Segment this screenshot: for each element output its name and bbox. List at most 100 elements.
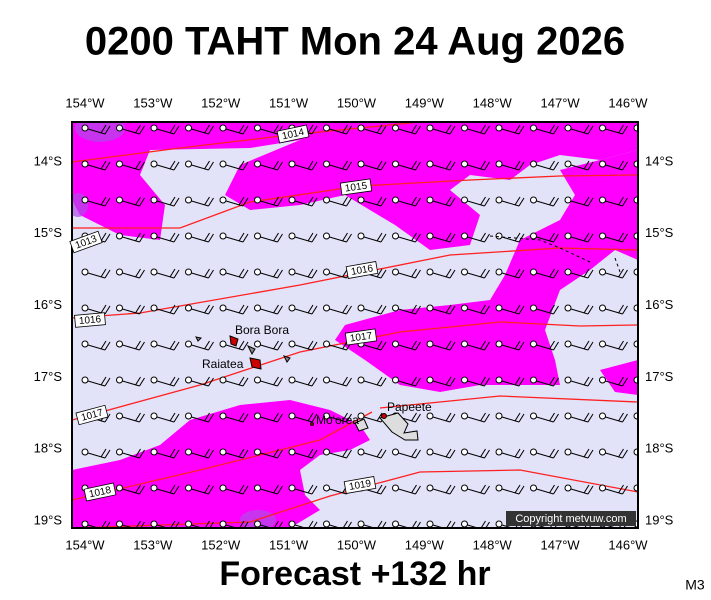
barb-staff [398, 488, 416, 495]
barb-feather [307, 196, 314, 206]
barb-feather [105, 521, 111, 528]
barb-feather [173, 125, 180, 135]
barb-feather [449, 341, 456, 351]
barb-feather [618, 196, 624, 206]
barb-feather [587, 449, 594, 459]
barb-feather [415, 161, 421, 171]
barb-feather [553, 449, 559, 459]
barb-station [185, 160, 192, 168]
barb-staff [605, 200, 623, 207]
barb-station [185, 196, 192, 204]
wind-barb [426, 484, 456, 495]
barb-feather [549, 376, 555, 386]
barb-staff [87, 272, 106, 279]
barb-staff [536, 488, 554, 495]
wind-barb [357, 304, 387, 315]
barb-feather [311, 233, 318, 243]
wind-barb [357, 160, 387, 171]
barb-feather [484, 485, 490, 495]
barb-feather [583, 232, 590, 242]
wind-barb [564, 160, 594, 171]
wind-barb [495, 376, 525, 387]
wind-barb [219, 124, 249, 135]
barb-feather [273, 412, 279, 422]
barb-station [530, 160, 537, 168]
barb-staff [294, 416, 313, 423]
barb-station [219, 160, 227, 168]
barb-station [288, 448, 296, 456]
barb-feather [376, 340, 383, 350]
barb-feather [445, 340, 452, 350]
barb-staff [432, 236, 451, 243]
barb-staff [570, 488, 589, 495]
barb-station [426, 268, 434, 276]
wind-barb [185, 304, 214, 315]
wind-barb [150, 232, 180, 243]
barb-staff [605, 344, 623, 351]
barb-staff [260, 272, 278, 279]
barb-feather [311, 413, 318, 423]
barb-feather [242, 413, 249, 423]
barb-feather [618, 484, 624, 494]
barb-station [357, 520, 365, 528]
barb-feather [514, 412, 521, 422]
barb-feather [518, 197, 525, 207]
barb-feather [311, 269, 318, 279]
wind-barb [254, 124, 283, 135]
barb-feather [485, 521, 490, 528]
barb-feather [587, 485, 594, 495]
wind-barb [461, 412, 490, 423]
barb-station [392, 520, 399, 528]
barb-staff [570, 380, 589, 387]
barb-station [564, 484, 572, 492]
wind-barb [288, 304, 318, 315]
credit-box [506, 511, 636, 526]
barb-feather [307, 448, 314, 458]
longitude-label: 153°W [133, 95, 173, 110]
barb-station [392, 160, 399, 168]
barb-feather [657, 198, 662, 206]
barb-feather [135, 304, 141, 314]
wind-barb [426, 448, 456, 459]
barb-feather [618, 304, 624, 314]
barb-staff [122, 452, 140, 459]
barb-feather [169, 448, 176, 458]
barb-staff [260, 452, 278, 459]
barb-station [116, 448, 123, 456]
barb-feather [346, 305, 352, 315]
barb-station [426, 412, 434, 420]
barb-feather [583, 124, 590, 134]
barb-feather [307, 376, 314, 386]
barb-feather [549, 448, 555, 458]
barb-feather [587, 413, 594, 423]
map-frame [71, 121, 639, 529]
barb-staff [122, 164, 140, 171]
wind-barb [564, 376, 594, 387]
barb-staff [536, 128, 554, 135]
barb-staff [467, 344, 485, 351]
barb-feather [415, 305, 421, 315]
barb-station [392, 232, 399, 240]
barb-staff [570, 200, 589, 207]
barb-station [461, 268, 468, 276]
wind-barb [599, 232, 628, 243]
title: 0200 TAHT Mon 24 Aug 2026 [85, 20, 625, 64]
isobar-label: 1017 [344, 328, 378, 346]
barb-feather [653, 197, 658, 205]
barb-feather [277, 341, 283, 351]
barb-station [564, 268, 572, 276]
barb-feather [208, 125, 214, 135]
barb-staff [87, 164, 106, 171]
barb-station [495, 124, 503, 132]
barb-feather [100, 340, 107, 350]
barb-station [426, 124, 434, 132]
barb-feather [553, 413, 559, 423]
barb-feather [139, 377, 145, 387]
barb-feather [411, 448, 417, 458]
barb-station [116, 484, 123, 492]
longitude-label: 149°W [405, 95, 445, 110]
wind-barb [495, 232, 525, 243]
barb-feather [380, 233, 387, 243]
barb-feather [100, 304, 107, 314]
wind-barb [599, 448, 628, 459]
